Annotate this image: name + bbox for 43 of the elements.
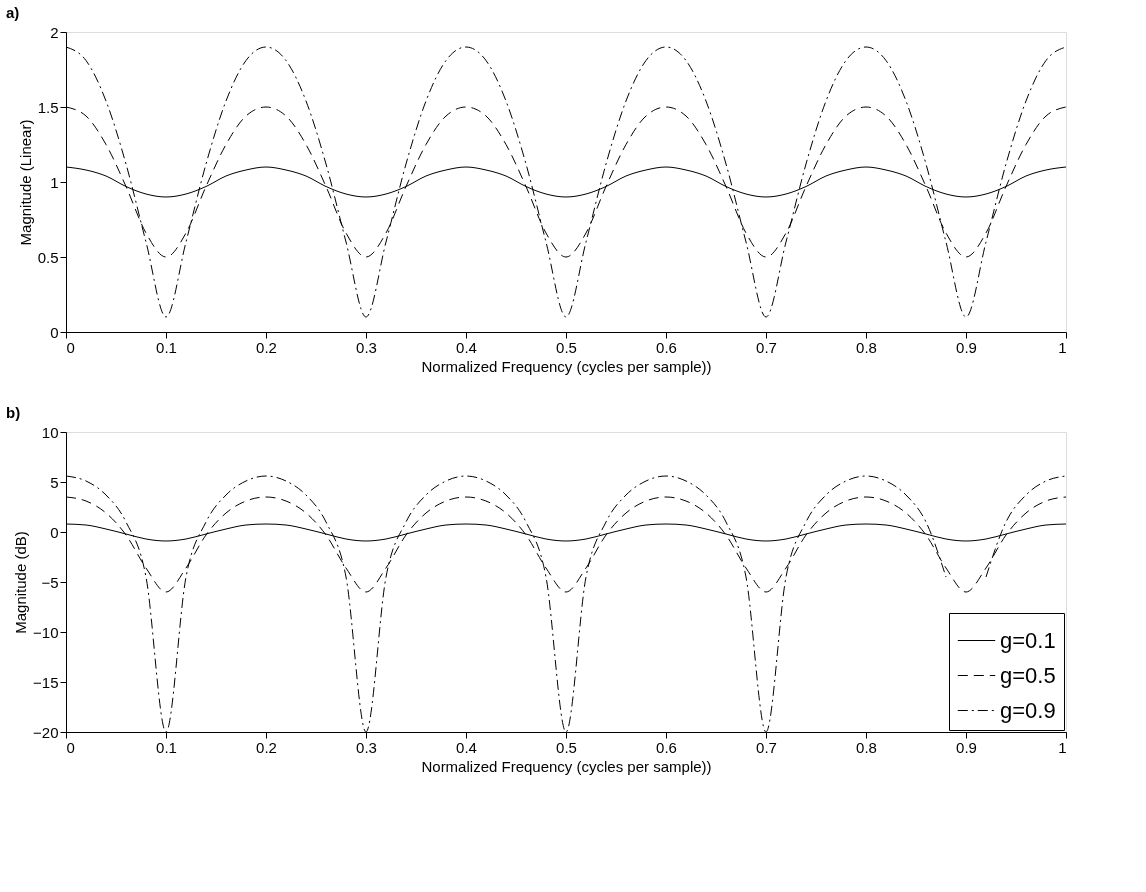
legend-label: g=0.1 [1000,627,1056,653]
x-tick-label: 0.9 [956,338,977,356]
x-tick-label: 0.4 [456,338,477,356]
x-tick-label: 0.2 [256,738,277,756]
chart-title: b) [6,404,21,421]
y-axis-title: Magnitude (Linear) [16,119,34,246]
y-tick-label: 0 [50,323,59,341]
x-tick-label: 0.6 [656,738,677,756]
x-tick-label: 0.7 [756,738,777,756]
legend-label: g=0.9 [1000,697,1056,723]
y-tick-label: 1 [50,173,59,191]
x-tick-label: 0 [66,738,75,756]
x-tick-label: 0.1 [156,738,177,756]
x-tick-label: 0.3 [356,738,377,756]
x-tick-label: 0.8 [856,338,877,356]
y-tick-label: 1.5 [37,98,59,116]
x-tick-label: 0.9 [956,738,977,756]
x-tick-label: 0.5 [556,338,577,356]
y-tick-label: 5 [50,473,59,491]
x-tick-label: 0.4 [456,738,477,756]
x-tick-label: 0.3 [356,338,377,356]
x-tick-label: 0 [66,338,75,356]
x-tick-label: 0.1 [156,338,177,356]
legend-label: g=0.5 [1000,662,1056,688]
x-axis-title: Normalized Frequency (cycles per sample)) [421,357,712,375]
x-tick-label: 0.7 [756,338,777,356]
x-tick-label: 1 [1058,738,1067,756]
chart-title: a) [6,4,20,21]
x-tick-label: 0.8 [856,738,877,756]
y-tick-label: 10 [41,423,59,441]
y-axis-title: Magnitude (dB) [12,531,30,634]
x-tick-label: 1 [1058,338,1067,356]
x-tick-label: 0.2 [256,338,277,356]
y-tick-label: 2 [50,23,59,41]
y-tick-label: −20 [33,723,59,741]
y-tick-label: −5 [41,573,59,591]
x-tick-label: 0.5 [556,738,577,756]
y-tick-label: 0 [50,523,59,541]
y-tick-label: −10 [33,623,59,641]
y-tick-label: −15 [33,673,59,691]
x-tick-label: 0.6 [656,338,677,356]
y-tick-label: 0.5 [37,248,59,266]
x-axis-title: Normalized Frequency (cycles per sample)) [421,757,712,775]
